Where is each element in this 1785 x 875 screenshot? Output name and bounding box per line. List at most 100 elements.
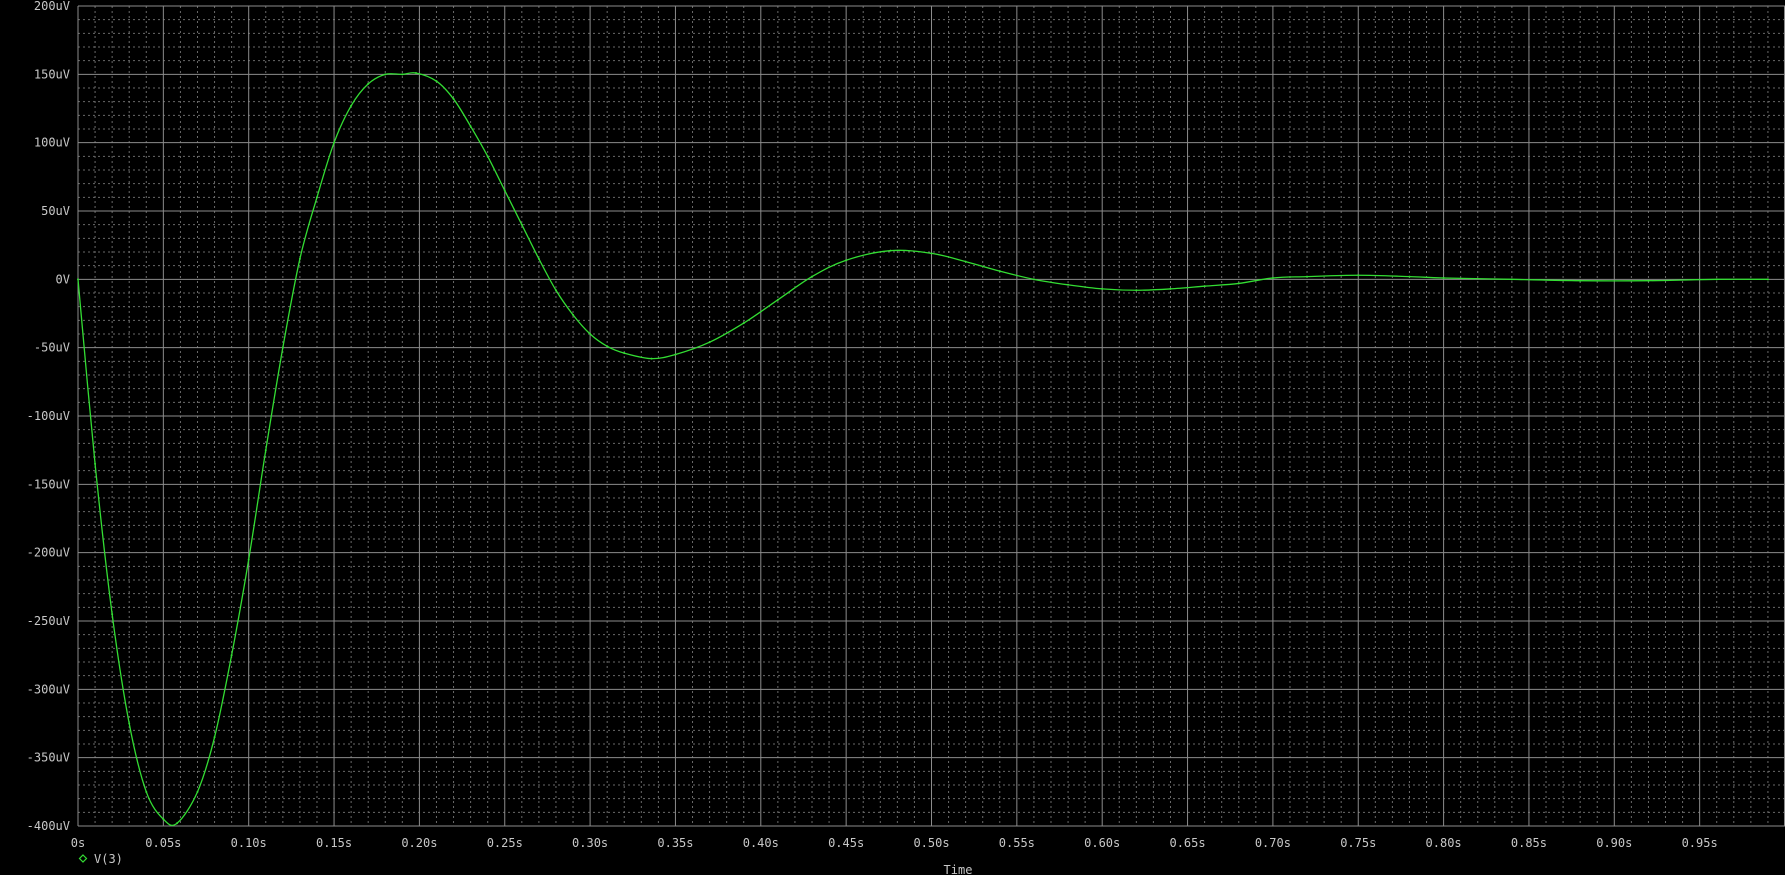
legend-series-label: V(3) (94, 852, 123, 866)
y-tick-label: 100uV (34, 136, 70, 150)
series-point (1715, 278, 1718, 281)
x-tick-label: 0.45s (828, 836, 864, 850)
x-tick-label: 0.85s (1511, 836, 1547, 850)
series-point (811, 275, 814, 278)
series-point (1237, 282, 1240, 285)
series-point (367, 82, 370, 85)
series-point (606, 345, 609, 348)
series-point (196, 790, 199, 793)
series-point (315, 196, 318, 199)
x-tick-label: 0.10s (231, 836, 267, 850)
series-point (281, 346, 284, 349)
series-point (503, 189, 506, 192)
series-point (776, 298, 779, 301)
x-tick-label: 0.95s (1682, 836, 1718, 850)
series-point (1442, 276, 1445, 279)
series-point (1357, 274, 1360, 277)
x-tick-label: 0.75s (1340, 836, 1376, 850)
series-point (384, 73, 387, 76)
series-point (1067, 283, 1070, 286)
x-tick-label: 0.05s (145, 836, 181, 850)
series-point (145, 790, 148, 793)
series-point (452, 97, 455, 100)
y-tick-label: -350uV (27, 751, 70, 765)
x-tick-label: 0s (71, 836, 85, 850)
series-point (298, 257, 301, 260)
x-tick-label: 0.70s (1255, 836, 1291, 850)
series-point (213, 736, 216, 739)
series-point (674, 353, 677, 356)
x-tick-label: 0.25s (487, 836, 523, 850)
x-axis-tick-labels: 0s 0.05s 0.10s 0.15s 0.20s 0.25s 0.30s 0.35s 0.4… (71, 836, 1718, 850)
series-point (930, 252, 933, 255)
series-point (1510, 278, 1513, 281)
y-tick-label: -400uV (27, 819, 70, 833)
x-tick-label: 0.20s (401, 836, 437, 850)
series-point (414, 71, 417, 74)
series-point (333, 141, 336, 144)
series-point (350, 104, 353, 107)
series-point (964, 260, 967, 263)
y-tick-label: 0V (56, 272, 70, 286)
y-tick-label: -300uV (27, 682, 70, 696)
x-tick-label: 0.60s (1084, 836, 1120, 850)
x-tick-label: 0.65s (1169, 836, 1205, 850)
x-tick-label: 0.15s (316, 836, 352, 850)
y-axis-tick-labels: 200uV 150uV 100uV 50uV 0V -50uV -100uV -150uV -2… (27, 0, 70, 833)
series-point (845, 259, 848, 262)
series-point (589, 333, 592, 335)
x-tick-label: 0.55s (999, 836, 1035, 850)
x-tick-label: 0.35s (657, 836, 693, 850)
series-point (572, 313, 575, 316)
series-point (486, 155, 489, 158)
x-tick-label: 0.50s (913, 836, 949, 850)
x-tick-label: 0.30s (572, 836, 608, 850)
series-point (247, 558, 250, 561)
legend: V(3) (78, 852, 123, 866)
series-point (708, 341, 711, 344)
series-point (623, 352, 626, 355)
x-tick-label: 0.80s (1426, 836, 1462, 850)
series-point (111, 613, 114, 616)
y-tick-label: -100uV (27, 409, 70, 423)
series-point (1306, 275, 1309, 278)
major-grid (77, 5, 1785, 827)
x-tick-label: 0.90s (1596, 836, 1632, 850)
series-point (94, 462, 97, 465)
series-point (650, 357, 653, 360)
series-point (520, 223, 523, 226)
series-point (1169, 287, 1172, 290)
series-point (742, 322, 745, 325)
y-tick-label: 50uV (41, 204, 70, 218)
y-tick-label: -250uV (27, 614, 70, 628)
series-point (998, 270, 1001, 273)
series-point (1579, 279, 1582, 282)
series-point (77, 278, 79, 281)
series-point (1101, 287, 1104, 290)
x-tick-label: 0.40s (743, 836, 779, 850)
series-point (176, 822, 179, 825)
series-point (1647, 279, 1650, 282)
y-tick-label: 200uV (34, 0, 70, 13)
series-group (77, 71, 1769, 827)
series-point (889, 249, 892, 252)
y-tick-label: 150uV (34, 67, 70, 81)
series-point (1135, 289, 1138, 292)
series-point (554, 289, 557, 292)
series-point (401, 73, 404, 76)
series-point (537, 257, 540, 260)
x-axis-title: Time (944, 863, 973, 875)
legend-marker-diamond (78, 854, 88, 863)
legend-diamond-icon (78, 854, 88, 863)
series-point (1408, 275, 1411, 278)
series-point (264, 449, 267, 452)
series-point (1271, 276, 1274, 279)
y-tick-label: -200uV (27, 546, 70, 560)
series-point (230, 654, 233, 657)
series-point (469, 125, 472, 128)
series-point (1032, 278, 1035, 281)
series-point (1203, 285, 1206, 288)
y-tick-label: -150uV (27, 477, 70, 491)
